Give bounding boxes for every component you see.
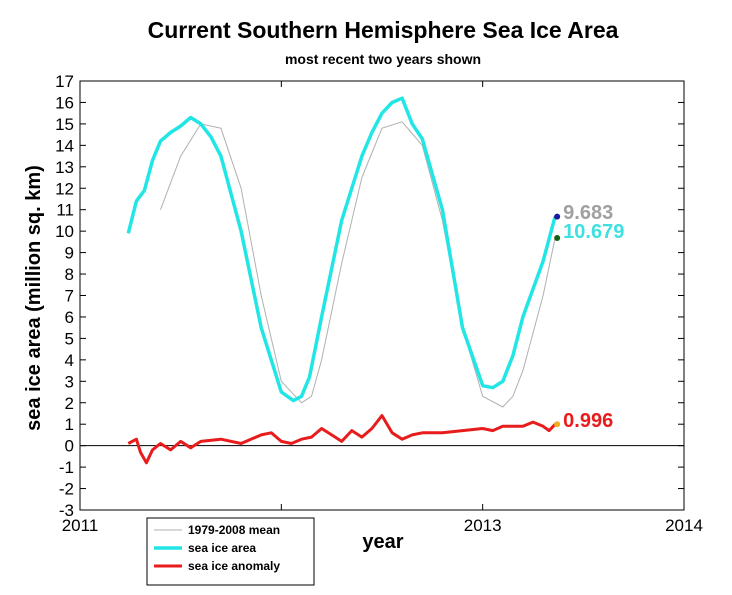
- end-marker-2: [554, 421, 561, 428]
- y-tick-label: 10: [55, 222, 74, 241]
- y-tick-label: 11: [56, 201, 74, 220]
- y-tick-label: 5: [65, 329, 74, 348]
- y-tick-label: 3: [65, 372, 74, 391]
- y-tick-label: -1: [59, 458, 74, 477]
- end-marker-0: [554, 213, 561, 220]
- y-tick-label: 9: [65, 244, 74, 263]
- series-line-0: [160, 121, 556, 408]
- series-line-1: [126, 96, 557, 403]
- series-line-2: [127, 414, 557, 465]
- y-tick-label: 0: [65, 437, 74, 456]
- end-label-1: 9.683: [563, 202, 613, 224]
- y-tick-label: 17: [55, 72, 74, 91]
- x-tick-label: 2013: [464, 516, 502, 535]
- end-label-0: 10.679: [563, 221, 624, 243]
- y-tick-label: 12: [55, 179, 74, 198]
- y-axis-label: sea ice area (million sq. km): [23, 165, 45, 431]
- legend-label-2: sea ice anomaly: [188, 559, 280, 573]
- y-tick-label: 13: [55, 158, 74, 177]
- y-tick-label: 7: [65, 287, 74, 306]
- legend: 1979-2008 mean sea ice area sea ice anomal…: [146, 517, 315, 586]
- y-tick-label: 1: [65, 415, 74, 434]
- y-tick-label: 6: [65, 308, 74, 327]
- y-tick-label: 15: [55, 115, 74, 134]
- x-axis-label: year: [362, 531, 403, 553]
- y-tick-label: -2: [59, 480, 74, 499]
- x-tick-label: 2011: [62, 516, 99, 535]
- y-tick-label: 4: [65, 351, 74, 370]
- legend-label-1: sea ice area: [188, 541, 256, 555]
- y-tick-label: 2: [65, 394, 74, 413]
- x-tick-label: 2014: [665, 516, 703, 535]
- y-tick-label: 8: [65, 265, 74, 284]
- y-tick-label: 16: [55, 93, 74, 112]
- chart-title: Current Southern Hemisphere Sea Ice Area: [148, 17, 619, 43]
- legend-label-0: 1979-2008 mean: [188, 523, 280, 537]
- y-tick-label: -3: [59, 501, 74, 520]
- chart-subtitle: most recent two years shown: [285, 51, 481, 67]
- y-tick-label: 14: [55, 136, 74, 155]
- legend-box: [146, 517, 315, 586]
- end-marker-1: [554, 234, 561, 241]
- end-label-2: 0.996: [563, 410, 613, 432]
